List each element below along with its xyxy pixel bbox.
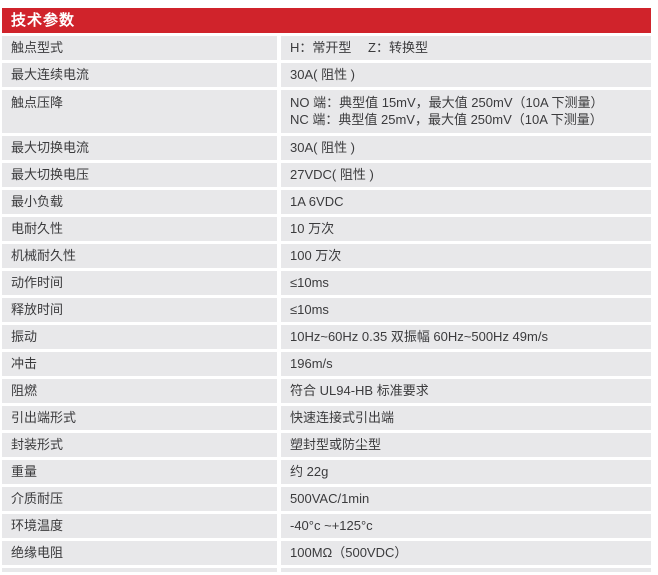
row-value: H：常开型 Z：转换型 — [281, 36, 651, 60]
table-row: 电耐久性 10 万次 — [2, 217, 651, 241]
row-value: 10Hz~60Hz 0.35 双振幅 60Hz~500Hz 49m/s — [281, 325, 651, 349]
row-value: -40°c ~+125°c — [281, 514, 651, 538]
table-row: 阻燃 符合 UL94-HB 标准要求 — [2, 379, 651, 403]
row-label: 冲击 — [2, 352, 277, 376]
row-value: 符合 UL94-HB 标准要求 — [281, 379, 651, 403]
spec-table: 技术参数 触点型式 H：常开型 Z：转换型 最大连续电流 30A( 阻性 ) 触… — [2, 8, 651, 575]
row-label: 引出端形式 — [2, 406, 277, 430]
row-label: 机械耐久性 — [2, 244, 277, 268]
row-label: 绝缘电阻 — [2, 541, 277, 565]
row-label: 最大切换电压 — [2, 163, 277, 187]
table-row: 动作时间 ≤10ms — [2, 271, 651, 295]
row-value: 快速连接式引出端 — [281, 406, 651, 430]
table-row: 绝缘电阻 100MΩ（500VDC） — [2, 541, 651, 565]
table-row: 触点型式 H：常开型 Z：转换型 — [2, 36, 651, 60]
row-value: 约 22g — [281, 460, 651, 484]
row-label — [2, 568, 277, 572]
row-label: 最小负载 — [2, 190, 277, 214]
row-value — [281, 568, 651, 572]
row-label: 振动 — [2, 325, 277, 349]
table-row-cutoff — [2, 568, 651, 572]
row-label: 触点压降 — [2, 90, 277, 133]
row-value: 27VDC( 阻性 ) — [281, 163, 651, 187]
table-row: 最大切换电压 27VDC( 阻性 ) — [2, 163, 651, 187]
table-row: 封装形式 塑封型或防尘型 — [2, 433, 651, 457]
row-value: 1A 6VDC — [281, 190, 651, 214]
row-value: NO 端：典型值 15mV，最大值 250mV（10A 下测量） NC 端：典型… — [281, 90, 651, 133]
table-row: 振动 10Hz~60Hz 0.35 双振幅 60Hz~500Hz 49m/s — [2, 325, 651, 349]
row-label: 动作时间 — [2, 271, 277, 295]
row-label: 介质耐压 — [2, 487, 277, 511]
row-value: ≤10ms — [281, 271, 651, 295]
row-label: 最大切换电流 — [2, 136, 277, 160]
row-value: 500VAC/1min — [281, 487, 651, 511]
table-row: 引出端形式 快速连接式引出端 — [2, 406, 651, 430]
table-row: 机械耐久性 100 万次 — [2, 244, 651, 268]
row-value: 塑封型或防尘型 — [281, 433, 651, 457]
row-value: 10 万次 — [281, 217, 651, 241]
row-value-line-1: NO 端：典型值 15mV，最大值 250mV（10A 下测量） — [290, 95, 604, 110]
table-row: 介质耐压 500VAC/1min — [2, 487, 651, 511]
row-value: 100 万次 — [281, 244, 651, 268]
row-value: ≤10ms — [281, 298, 651, 322]
table-row: 冲击 196m/s — [2, 352, 651, 376]
row-label: 重量 — [2, 460, 277, 484]
row-value: 30A( 阻性 ) — [281, 63, 651, 87]
row-label: 最大连续电流 — [2, 63, 277, 87]
row-value: 196m/s — [281, 352, 651, 376]
row-label: 环境温度 — [2, 514, 277, 538]
row-label: 电耐久性 — [2, 217, 277, 241]
row-label: 阻燃 — [2, 379, 277, 403]
table-row: 释放时间 ≤10ms — [2, 298, 651, 322]
table-row: 最大连续电流 30A( 阻性 ) — [2, 63, 651, 87]
table-row: 触点压降 NO 端：典型值 15mV，最大值 250mV（10A 下测量） NC… — [2, 90, 651, 133]
row-value-line-2: NC 端：典型值 25mV，最大值 250mV（10A 下测量） — [290, 111, 603, 127]
row-label: 释放时间 — [2, 298, 277, 322]
section-title: 技术参数 — [2, 8, 651, 33]
row-label: 封装形式 — [2, 433, 277, 457]
table-row: 环境温度 -40°c ~+125°c — [2, 514, 651, 538]
table-row: 最小负载 1A 6VDC — [2, 190, 651, 214]
row-value: 30A( 阻性 ) — [281, 136, 651, 160]
row-value: 100MΩ（500VDC） — [281, 541, 651, 565]
table-row: 最大切换电流 30A( 阻性 ) — [2, 136, 651, 160]
table-row: 重量 约 22g — [2, 460, 651, 484]
row-label: 触点型式 — [2, 36, 277, 60]
